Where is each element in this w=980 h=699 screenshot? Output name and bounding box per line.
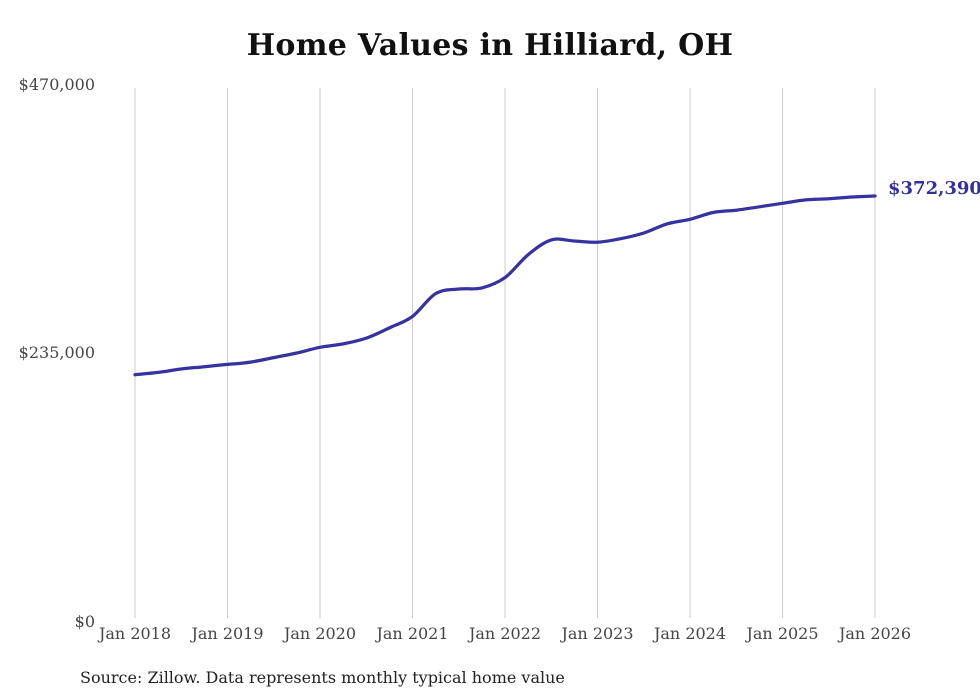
x-tick-label: Jan 2021 xyxy=(376,624,449,643)
x-tick-label: Jan 2018 xyxy=(98,624,172,643)
home-value-line xyxy=(133,194,877,377)
chart-title: Home Values in Hilliard, OH xyxy=(246,28,734,63)
end-value-label: $372,390 xyxy=(888,178,980,199)
x-tick-label: Jan 2025 xyxy=(746,624,819,643)
y-tick-label: $0 xyxy=(74,611,95,631)
y-tick-label: $235,000 xyxy=(18,343,95,362)
x-tick-label: Jan 2026 xyxy=(838,624,912,643)
y-tick-label: $470,000 xyxy=(18,74,95,94)
x-tick-label: Jan 2023 xyxy=(561,624,634,643)
x-tick-label: Jan 2019 xyxy=(191,624,264,643)
source-note: Source: Zillow. Data represents monthly … xyxy=(80,668,565,687)
gridlines xyxy=(134,88,876,618)
x-tick-label: Jan 2020 xyxy=(283,624,357,643)
x-tick-label: Jan 2022 xyxy=(468,624,542,643)
x-tick-label: Jan 2024 xyxy=(653,624,727,643)
